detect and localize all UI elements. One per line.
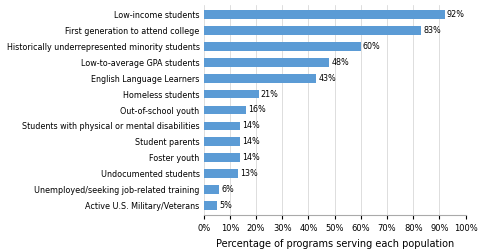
Bar xyxy=(203,138,240,146)
Bar xyxy=(203,106,245,114)
Text: 21%: 21% xyxy=(260,90,278,98)
Text: 14%: 14% xyxy=(242,153,260,162)
Bar xyxy=(203,185,219,194)
Text: 13%: 13% xyxy=(240,169,257,178)
Text: 14%: 14% xyxy=(242,122,260,130)
Text: 48%: 48% xyxy=(331,58,348,67)
Text: 14%: 14% xyxy=(242,137,260,146)
Bar xyxy=(203,90,258,98)
Bar xyxy=(203,26,420,35)
Text: 43%: 43% xyxy=(318,74,335,83)
Bar xyxy=(203,10,444,19)
Text: 16%: 16% xyxy=(247,106,265,114)
Bar xyxy=(203,122,240,130)
Bar xyxy=(203,42,360,51)
Bar xyxy=(203,153,240,162)
Bar xyxy=(203,74,316,82)
Bar xyxy=(203,169,237,178)
Text: 83%: 83% xyxy=(423,26,440,35)
Text: 5%: 5% xyxy=(218,201,231,210)
Text: 60%: 60% xyxy=(362,42,380,51)
Text: 6%: 6% xyxy=(221,185,234,194)
Bar xyxy=(203,201,216,210)
X-axis label: Percentage of programs serving each population: Percentage of programs serving each popu… xyxy=(215,238,453,248)
Text: 92%: 92% xyxy=(446,10,464,19)
Bar xyxy=(203,58,329,67)
